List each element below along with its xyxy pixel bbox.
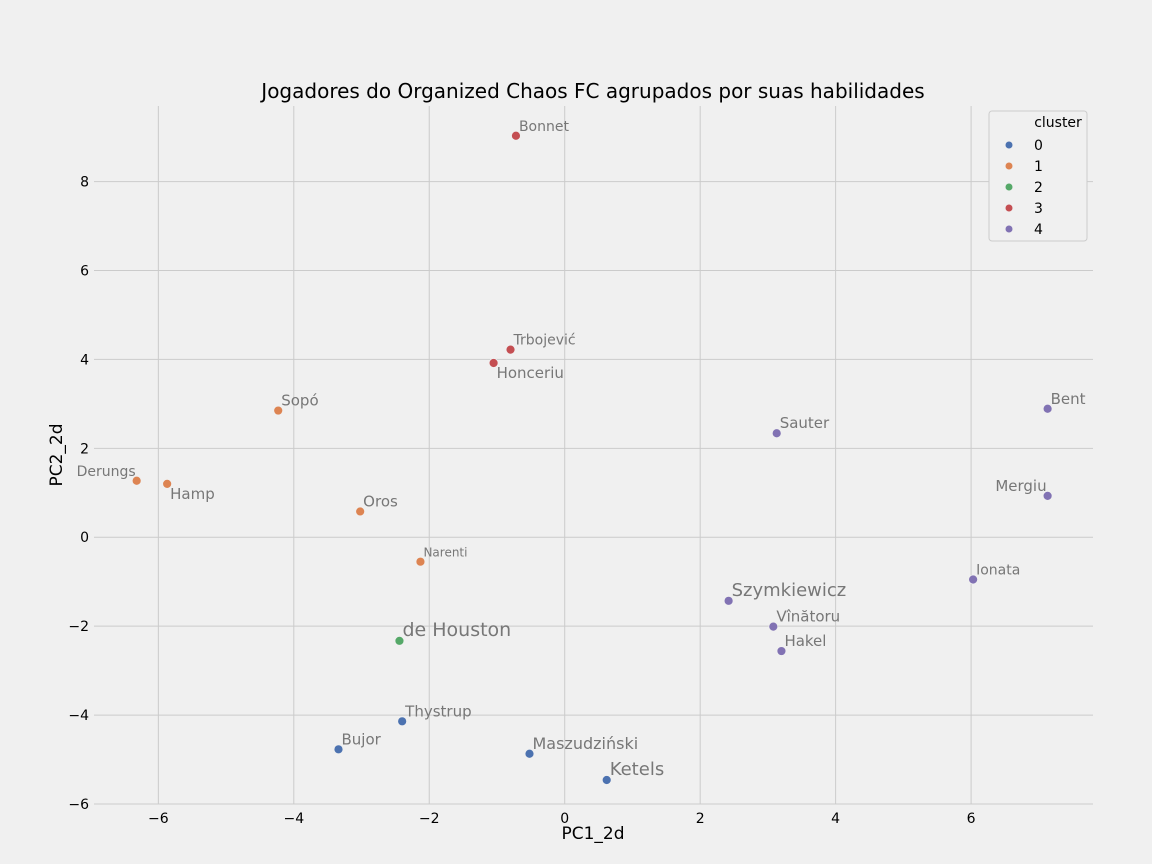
x-axis-label: PC1_2d [561,824,624,844]
point-label: Bonnet [519,119,570,135]
data-point [394,635,405,646]
legend-marker [1005,162,1013,170]
data-point [524,748,535,759]
point-label: Honceriu [497,364,564,382]
y-tick-label: 4 [80,352,89,368]
grid-lines [94,106,1093,805]
data-point [968,574,979,585]
point-labels: Bonnet Trbojević Honceriu Sopó Derungs Hamp Or… [77,119,1086,780]
point-label: Bujor [342,730,382,748]
data-point [355,506,366,517]
point-label: Ketels [610,759,665,780]
data-point [333,744,344,755]
point-label: Vînătoru [776,608,840,626]
legend-entries: 0 1 2 3 4 [1005,138,1043,238]
data-point [768,621,779,632]
data-point [771,428,782,439]
data-points [131,130,1053,785]
legend-marker [1005,183,1013,191]
data-point [488,358,499,368]
point-label: Ionata [976,562,1020,578]
legend-marker [1005,204,1013,212]
point-label: de Houston [402,619,511,641]
data-point [397,716,408,727]
y-axis-label: PC2_2d [47,423,67,486]
x-tick-label: −2 [419,811,440,827]
tick-labels: −6 −4 −2 0 2 4 6 −6 −4 −2 0 2 4 6 8 [68,175,975,827]
legend-entry-label: 3 [1034,201,1043,217]
legend-title: cluster [1034,115,1082,131]
legend-entry-label: 4 [1034,222,1043,238]
point-label: Sopó [281,392,318,410]
data-point [776,646,787,656]
data-point [162,478,173,489]
legend-entry-label: 0 [1034,138,1043,154]
y-tick-label: −6 [68,797,89,813]
point-label: Bent [1051,390,1086,408]
legend-marker [1005,141,1013,149]
data-point [723,595,734,606]
point-label: Sauter [780,414,830,432]
data-point [273,405,284,416]
point-label: Oros [363,492,398,510]
data-point [415,556,426,567]
legend-box [988,110,1088,242]
x-tick-label: 2 [696,811,705,827]
point-label: Hakel [784,632,826,650]
y-tick-label: −4 [68,708,89,724]
data-point [505,344,516,355]
point-label: Trbojević [513,333,576,349]
y-tick-label: −2 [68,619,89,635]
y-tick-label: 0 [80,530,89,546]
x-tick-label: 6 [967,811,976,827]
x-tick-label: −6 [148,811,169,827]
x-tick-label: 0 [560,811,569,827]
x-tick-label: −4 [283,811,304,827]
data-point [1042,491,1053,501]
point-label: Szymkiewicz [732,580,847,601]
point-label: Maszudziński [532,734,638,753]
y-tick-label: 2 [80,441,89,457]
data-point [511,130,521,141]
data-point [131,475,142,486]
point-label: Mergiu [995,477,1046,495]
y-tick-label: 8 [80,175,89,191]
data-point [1042,403,1053,414]
data-point [601,775,612,785]
legend-entry-label: 1 [1034,159,1043,175]
point-label: Derungs [77,464,136,480]
point-label: Hamp [170,485,215,503]
x-tick-label: 4 [831,811,840,827]
chart-title: Jogadores do Organized Chaos FC agrupado… [259,79,924,103]
point-label: Thystrup [404,702,471,720]
legend-marker [1005,225,1013,233]
y-tick-label: 6 [80,263,89,279]
legend: cluster 0 1 2 3 4 [988,110,1088,242]
legend-entry-label: 2 [1034,180,1043,196]
point-label: Narenti [423,546,467,560]
